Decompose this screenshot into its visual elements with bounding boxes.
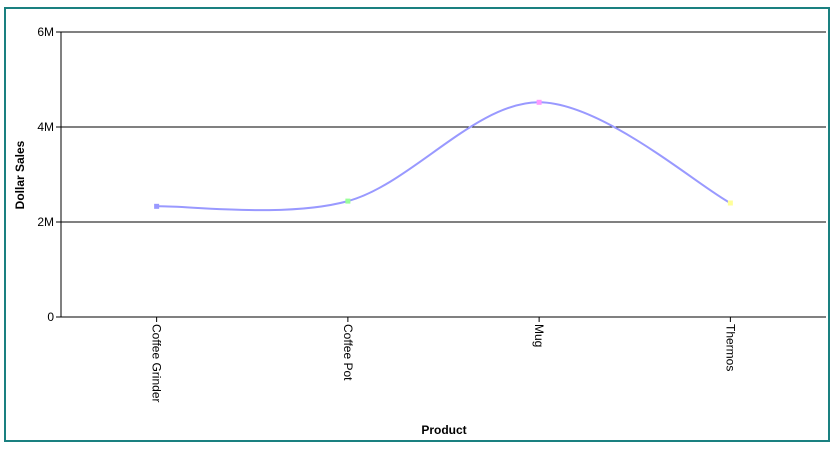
data-point (154, 203, 160, 209)
series (154, 99, 733, 212)
y-tick-labels: 0 2M 4M 6M (37, 25, 54, 324)
y-tick-label: 2M (37, 215, 54, 229)
y-tick-label: 4M (37, 120, 54, 134)
x-tick-label: Mug (532, 324, 546, 347)
x-tick-labels: Coffee Grinder Coffee Pot Mug Thermos (150, 324, 738, 403)
grid-lines (56, 31, 826, 322)
x-tick-label: Thermos (723, 324, 737, 371)
y-tick-label: 0 (47, 310, 54, 324)
data-point (727, 200, 733, 206)
x-tick-label: Coffee Grinder (150, 324, 164, 403)
y-axis-title: Dollar Sales (13, 140, 27, 209)
chart-frame (4, 7, 830, 442)
data-point (345, 198, 351, 204)
series-line (156, 101, 731, 212)
data-point (536, 99, 542, 105)
x-tick-label: Coffee Pot (341, 324, 355, 381)
y-tick-label: 6M (37, 25, 54, 39)
x-axis-title: Product (421, 423, 466, 437)
